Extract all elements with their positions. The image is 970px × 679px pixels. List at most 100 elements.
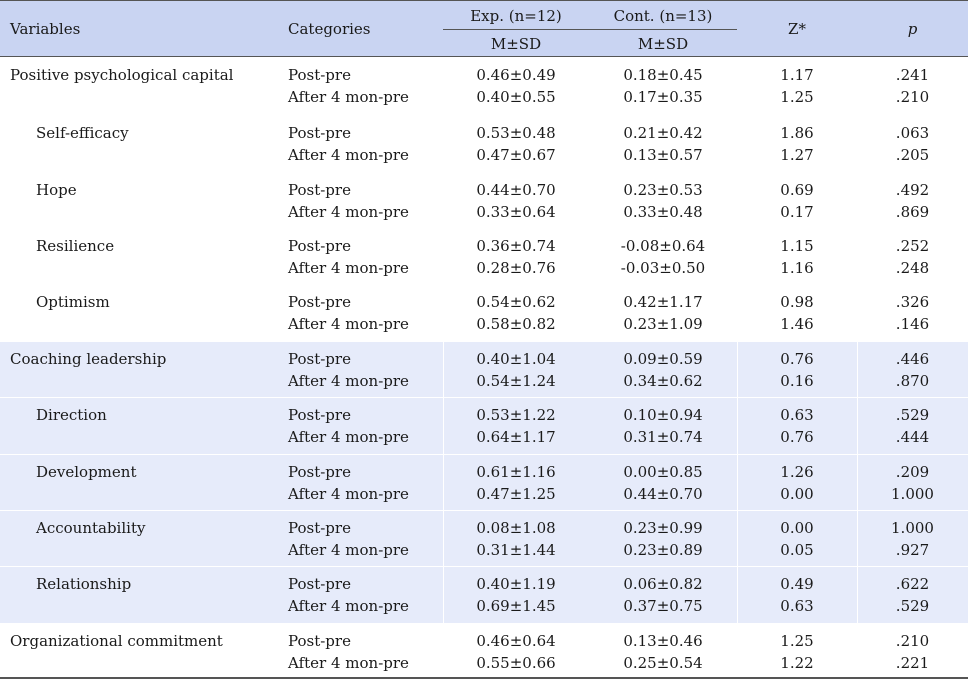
table-row: After 4 mon-pre 0.33±0.64 0.33±0.48 0.17 .86… [0,201,968,223]
cont-mean-sd-cell: 0.21±0.42 [623,124,703,142]
cont-mean-sd-cell: 0.10±0.94 [623,406,703,424]
exp-mean-sd-cell: 0.28±0.76 [476,259,556,277]
row-group-separator [0,341,968,342]
row-group-band [0,397,968,454]
category-cell: After 4 mon-pre [288,146,409,164]
row-group-separator [0,454,968,455]
p-value-cell: 1.000 [891,519,934,537]
table-row: After 4 mon-pre 0.69±1.45 0.37±0.75 0.63 .52… [0,595,968,617]
z-cell: 1.25 [780,88,814,106]
p-value-cell: .063 [895,124,930,142]
table-row: After 4 mon-pre 0.64±1.17 0.31±0.74 0.76 .44… [0,426,968,448]
variable-cell: Resilience [36,237,115,255]
variable-cell: Relationship [36,575,132,593]
z-cell: 1.26 [780,463,814,481]
cont-mean-sd-cell: 0.09±0.59 [623,350,703,368]
table-row: After 4 mon-pre 0.55±0.66 0.25±0.54 1.22 .22… [0,652,968,674]
row-group-separator [0,172,968,173]
p-value-cell: .221 [895,654,930,672]
category-cell: Post-pre [288,293,351,311]
z-cell: 1.22 [780,654,814,672]
cont-mean-sd-cell: 0.25±0.54 [623,654,703,672]
z-cell: 1.25 [780,632,814,650]
category-cell: After 4 mon-pre [288,597,409,615]
category-cell: After 4 mon-pre [288,203,409,221]
z-cell: 0.63 [780,597,814,615]
cont-mean-sd-cell: 0.23±0.89 [623,541,703,559]
p-value-cell: .146 [895,315,930,333]
row-group-band [0,510,968,566]
table-header: Variables Categories Exp. (n=12) Cont. (… [0,0,968,57]
variable-cell: Positive psychological capital [10,66,234,84]
exp-mean-sd-cell: 0.53±0.48 [476,124,556,142]
table-row: After 4 mon-pre 0.58±0.82 0.23±1.09 1.46 .14… [0,313,968,335]
table-row: Development Post-pre 0.61±1.16 0.00±0.85 1.2… [0,461,968,483]
p-value-cell: .529 [895,406,930,424]
exp-mean-sd-cell: 0.53±1.22 [476,406,556,424]
z-cell: 0.76 [780,350,814,368]
table-row: Coaching leadership Post-pre 0.40±1.04 0.09… [0,348,968,370]
z-cell: 0.05 [780,541,814,559]
category-cell: After 4 mon-pre [288,88,409,106]
z-cell: 0.98 [780,293,814,311]
z-cell: 0.17 [780,203,814,221]
cont-mean-sd-cell: 0.23±1.09 [623,315,703,333]
category-cell: After 4 mon-pre [288,541,409,559]
p-value-cell: .209 [895,463,930,481]
table-row: After 4 mon-pre 0.31±1.44 0.23±0.89 0.05 .92… [0,539,968,561]
p-value-cell: .870 [895,372,930,390]
table-row: After 4 mon-pre 0.47±0.67 0.13±0.57 1.27 .20… [0,144,968,166]
table-row: After 4 mon-pre 0.28±0.76 -0.03±0.50 1.16 .2… [0,257,968,279]
category-cell: Post-pre [288,66,351,84]
category-cell: Post-pre [288,350,351,368]
table-row: Self-efficacy Post-pre 0.53±0.48 0.21±0.42 1… [0,122,968,144]
row-group-separator [0,566,968,567]
cont-mean-sd-cell: -0.08±0.64 [620,237,706,255]
table-row: Positive psychological capital Post-pre 0.… [0,64,968,86]
row-group-separator [0,397,968,398]
variable-cell: Hope [36,181,77,199]
header-group-underline [443,29,737,30]
exp-mean-sd-cell: 0.54±0.62 [476,293,556,311]
category-cell: Post-pre [288,519,351,537]
category-cell: Post-pre [288,124,351,142]
category-cell: After 4 mon-pre [288,654,409,672]
exp-mean-sd-cell: 0.55±0.66 [476,654,556,672]
z-cell: 1.46 [780,315,814,333]
p-value-cell: .869 [895,203,930,221]
exp-mean-sd-cell: 0.54±1.24 [476,372,556,390]
exp-mean-sd-cell: 0.46±0.64 [476,632,556,650]
cont-mean-sd-cell: -0.03±0.50 [620,259,706,277]
table-row: Hope Post-pre 0.44±0.70 0.23±0.53 0.69 .492 [0,179,968,201]
category-cell: After 4 mon-pre [288,259,409,277]
exp-mean-sd-cell: 0.46±0.49 [476,66,556,84]
header-exp-stat: M±SD [490,35,542,53]
table-row: Accountability Post-pre 0.08±1.08 0.23±0.99… [0,517,968,539]
header-categories: Categories [288,20,371,38]
cont-mean-sd-cell: 0.13±0.57 [623,146,703,164]
z-cell: 1.15 [780,237,814,255]
p-value-cell: .205 [895,146,930,164]
p-value-cell: .252 [895,237,930,255]
cont-mean-sd-cell: 0.31±0.74 [623,428,703,446]
row-group-separator [0,623,968,624]
header-p: p [907,20,918,38]
p-value-cell: .444 [895,428,930,446]
category-cell: Post-pre [288,406,351,424]
p-value-cell: .492 [895,181,930,199]
cont-mean-sd-cell: 0.06±0.82 [623,575,703,593]
table-row: Optimism Post-pre 0.54±0.62 0.42±1.17 0.98 .3… [0,291,968,313]
p-value-cell: 1.000 [891,485,934,503]
category-cell: Post-pre [288,575,351,593]
category-cell: After 4 mon-pre [288,428,409,446]
exp-mean-sd-cell: 0.58±0.82 [476,315,556,333]
table-bottom-rule [0,677,968,679]
p-value-cell: .622 [895,575,930,593]
variable-cell: Accountability [36,519,146,537]
exp-mean-sd-cell: 0.47±1.25 [476,485,556,503]
category-cell: After 4 mon-pre [288,315,409,333]
exp-mean-sd-cell: 0.47±0.67 [476,146,556,164]
table-row: Organizational commitment Post-pre 0.46±0.… [0,630,968,652]
cont-mean-sd-cell: 0.23±0.99 [623,519,703,537]
